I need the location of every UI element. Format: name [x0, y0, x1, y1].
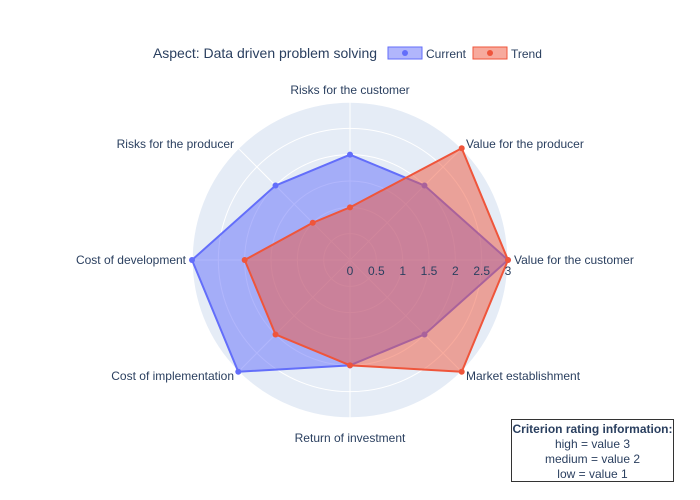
data-point-trend [458, 145, 465, 152]
radial-tick-label: 3 [505, 264, 512, 278]
legend-item-current[interactable]: Current [387, 46, 467, 61]
legend-label-current: Current [426, 47, 467, 61]
radial-tick-label: 1.5 [421, 264, 438, 278]
data-point-trend [272, 331, 279, 338]
legend: Current Trend [387, 46, 542, 61]
series-layer [189, 145, 511, 375]
info-box-line-medium: medium = value 2 [544, 452, 641, 466]
data-point-trend [505, 257, 511, 263]
category-label: Value for the customer [514, 253, 634, 267]
chart-title: Aspect: Data driven problem solving [153, 45, 377, 61]
data-point-trend [309, 219, 316, 226]
data-point-current [189, 257, 195, 263]
legend-label-trend: Trend [511, 47, 542, 61]
category-label: Risks for the producer [117, 137, 234, 151]
info-box-title: Criterion rating information: [512, 422, 673, 436]
data-point-current [235, 368, 242, 375]
data-point-current [347, 151, 353, 158]
data-point-trend [347, 362, 353, 369]
info-box-line-high: high = value 3 [554, 437, 631, 451]
radial-tick-label: 2 [452, 264, 459, 278]
criterion-info-box: Criterion rating information: high = val… [511, 419, 674, 482]
data-point-trend [347, 204, 353, 211]
category-label: Market establishment [466, 369, 581, 383]
data-point-trend [241, 257, 248, 263]
data-point-current [272, 182, 279, 189]
legend-marker-trend [487, 50, 493, 56]
legend-item-trend[interactable]: Trend [472, 46, 542, 61]
category-label: Risks for the customer [290, 83, 409, 97]
info-box-line-low: low = value 1 [557, 467, 628, 481]
category-labels: Value for the customer Value for the prod… [76, 83, 634, 445]
radial-tick-label: 1 [399, 264, 406, 278]
legend-marker-current [402, 50, 408, 56]
category-label: Cost of implementation [111, 369, 234, 383]
radial-tick-label: 2.5 [473, 264, 490, 278]
radial-tick-label: 0 [347, 264, 354, 278]
data-point-trend [458, 368, 465, 375]
category-label: Cost of development [76, 253, 187, 267]
category-label: Return of investment [295, 431, 406, 445]
radial-tick-label: 0.5 [368, 264, 385, 278]
radial-tick-labels: 0 0.5 1 1.5 2 2.5 3 [347, 264, 512, 278]
category-label: Value for the producer [466, 137, 584, 151]
